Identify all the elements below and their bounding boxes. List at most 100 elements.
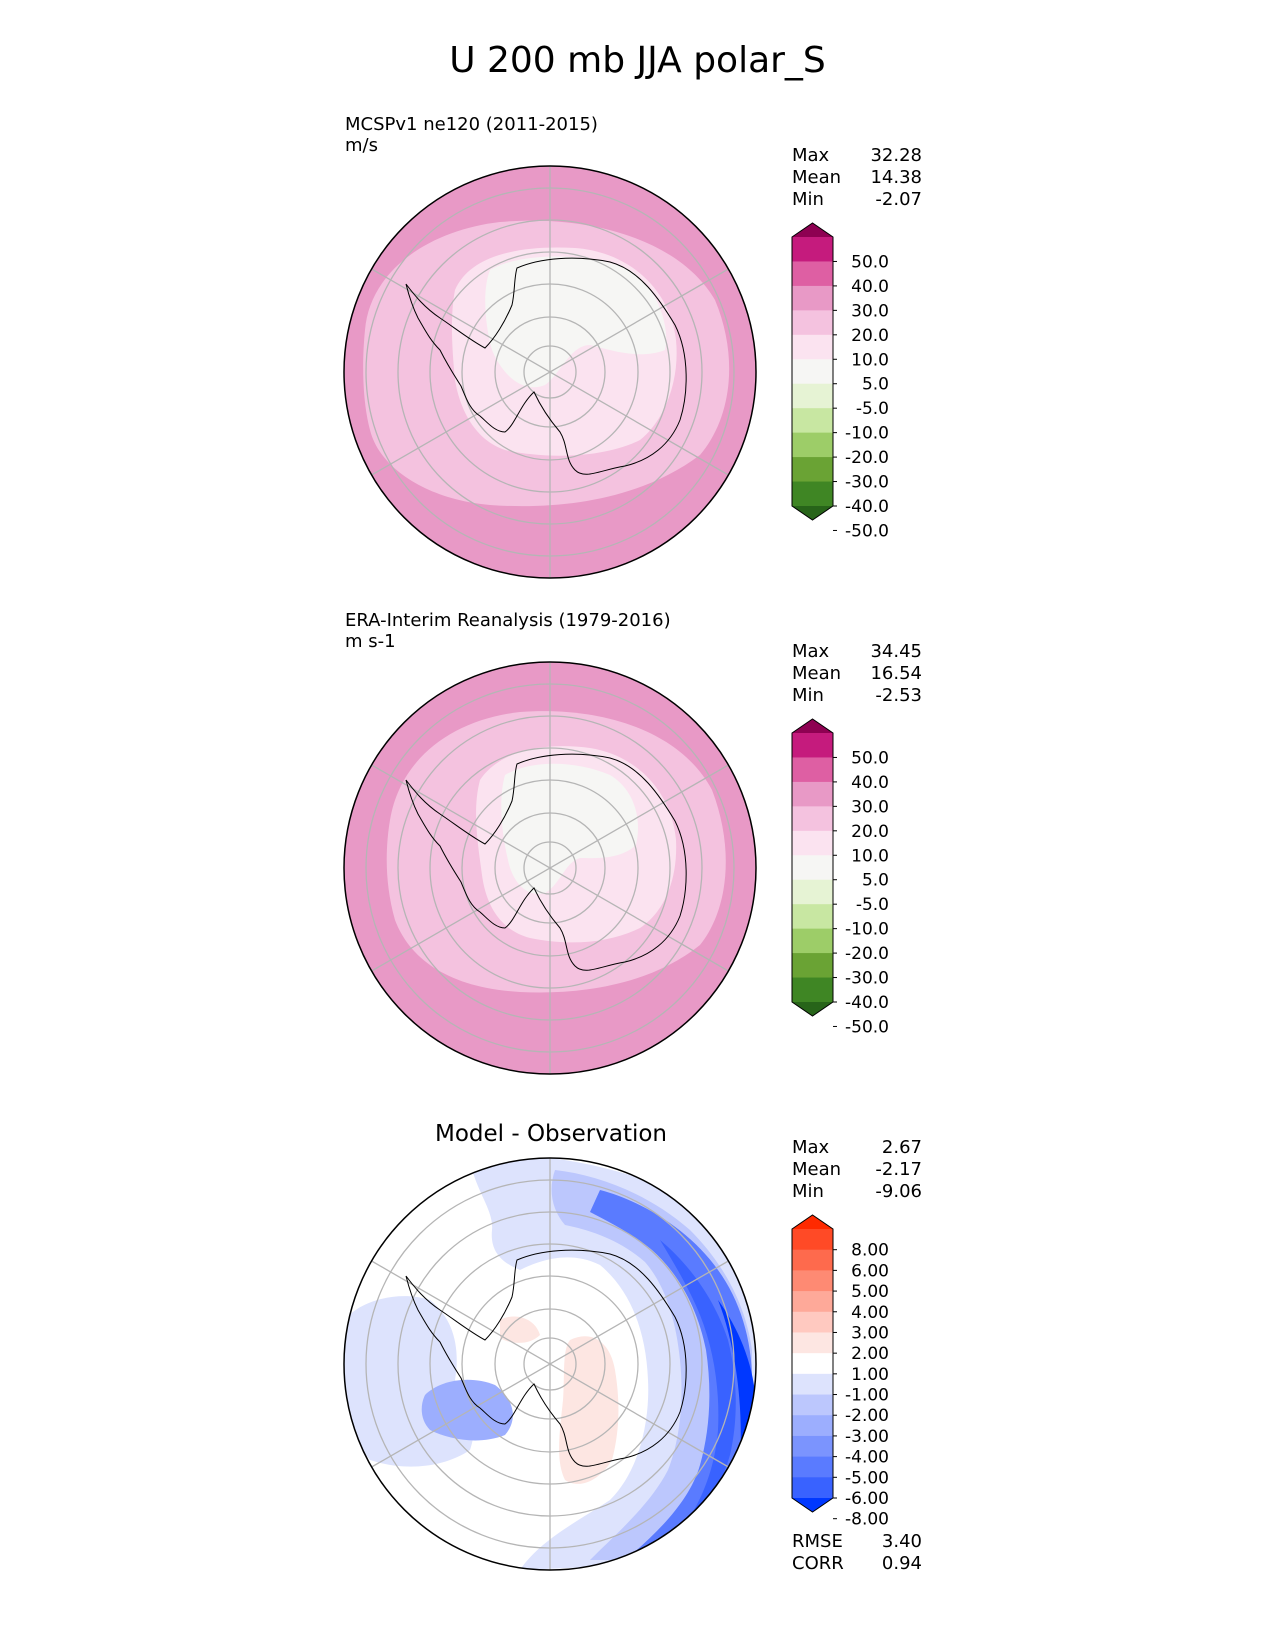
colorbar-segment (792, 806, 833, 832)
colorbar-tick-label: -5.0 (856, 895, 889, 915)
panel3-metrics: RMSE 3.40 CORR 0.94 (792, 1531, 922, 1575)
colorbar-3: 8.006.005.004.003.002.001.00-1.00-2.00-3… (791, 1214, 889, 1530)
stat-max: 34.45 (870, 641, 922, 662)
field-band (501, 763, 639, 894)
colorbar-tick-label: -2.00 (845, 1406, 889, 1426)
colorbar-segment (792, 904, 833, 930)
colorbar-tick-label: 20.0 (851, 326, 889, 346)
panel2-title: ERA-Interim Reanalysis (1979-2016) (345, 610, 671, 631)
colorbar-tick-label: -10.0 (845, 920, 889, 940)
field-band (500, 1316, 540, 1343)
panel1-stats: Max 32.28 Mean 14.38 Min -2.07 (792, 145, 922, 211)
colorbar-tick-label: -6.00 (845, 1489, 889, 1509)
colorbar-segment (792, 1353, 833, 1375)
colorbar-tick-label: -30.0 (845, 473, 889, 493)
stat-mean: 14.38 (870, 167, 922, 188)
metric-corr: 0.94 (881, 1553, 922, 1574)
colorbar-tick-label: -8.00 (845, 1510, 889, 1530)
colorbar-segment (792, 432, 833, 458)
colorbar-tick-label: -3.00 (845, 1427, 889, 1447)
colorbar-segment (792, 781, 833, 807)
colorbar-tick-label: 40.0 (851, 773, 889, 793)
colorbar-segment (792, 1291, 833, 1313)
colorbar-tick-label: 1.00 (851, 1365, 889, 1385)
panel2-graticule (365, 662, 735, 1074)
field-band (590, 1190, 752, 1556)
panel3-map-border (343, 1157, 757, 1571)
panel1-map (343, 165, 757, 579)
panel1-coastline (405, 257, 687, 475)
colorbar-segment (792, 830, 833, 856)
colorbar-segment (792, 383, 833, 409)
colorbar-segment (792, 1270, 833, 1292)
colorbar-tick-label: -10.0 (845, 424, 889, 444)
stat-label: Max (792, 1137, 830, 1158)
panel2-units: m s-1 (345, 631, 396, 652)
colorbar-tick-label: 10.0 (851, 350, 889, 370)
stat-label: Mean (792, 1159, 842, 1180)
colorbar-tick-label: 3.00 (851, 1323, 889, 1343)
colorbar-tick-label: 2.00 (851, 1344, 889, 1364)
colorbar-tick-label: -5.00 (845, 1468, 889, 1488)
panel2-map-border (343, 661, 757, 1075)
panel1-units: m/s (345, 135, 378, 156)
stat-label: Max (792, 145, 830, 166)
colorbar-segment (792, 757, 833, 783)
colorbar-tick-label: -50.0 (845, 521, 889, 541)
stat-mean: -2.17 (875, 1159, 922, 1180)
colorbar-segment (792, 285, 833, 311)
colorbar-tick-label: 5.00 (851, 1282, 889, 1302)
stat-label: Min (792, 189, 824, 210)
colorbar-tick-label: -4.00 (845, 1448, 889, 1468)
panel2-coastline (405, 753, 687, 971)
colorbar-2: 50.0 40.0 30.0 20.0 10.0 5.0 -5.0 -10.0 -20.0 -30… (791, 718, 889, 1037)
colorbar-extend-min (792, 1498, 833, 1512)
colorbar-tick-label: 50.0 (851, 748, 889, 768)
colorbar-tick-label: -40.0 (845, 497, 889, 517)
colorbar-segment (792, 261, 833, 287)
metric-rmse: 3.40 (881, 1531, 922, 1552)
colorbar-segment (792, 879, 833, 905)
stat-min: -9.06 (875, 1181, 922, 1202)
stat-min: -2.53 (875, 685, 922, 706)
stat-label: Min (792, 685, 824, 706)
panel3-graticule (365, 1158, 735, 1570)
colorbar-tick-label: 30.0 (851, 301, 889, 321)
colorbar-segment (792, 953, 833, 979)
figure-title: U 200 mb JJA polar_S (449, 40, 826, 81)
panel2-stats: Max 34.45 Mean 16.54 Min -2.53 (792, 641, 922, 707)
colorbar-tick-label: 4.00 (851, 1303, 889, 1323)
colorbar-tick-label: 8.00 (851, 1241, 889, 1261)
colorbar-segment (792, 1373, 833, 1396)
colorbar-tick-label: -40.0 (845, 993, 889, 1013)
stat-mean: 16.54 (870, 663, 922, 684)
colorbar-extend-max (792, 719, 833, 733)
panel1-map-border (343, 165, 757, 579)
colorbar-segment (792, 733, 833, 758)
colorbar-tick-label: 5.0 (862, 375, 889, 395)
panel2-field (344, 662, 756, 1074)
colorbar-extend-max (792, 223, 833, 237)
colorbar-segment (792, 1332, 833, 1354)
colorbar-tick-label: -20.0 (845, 448, 889, 468)
colorbars: 50.0 40.0 30.0 20.0 10.0 5.0 -5.0 -10.0 -20.0 -30… (791, 222, 889, 1530)
colorbar-segment (792, 1249, 833, 1271)
metric-label: RMSE (792, 1531, 843, 1552)
colorbar-extend-min (792, 1002, 833, 1016)
colorbar-segment (792, 359, 833, 385)
colorbar-segment (792, 855, 833, 881)
colorbar-tick-label: -30.0 (845, 969, 889, 989)
stat-max: 2.67 (881, 1137, 922, 1158)
colorbar-segment (792, 334, 833, 360)
stat-label: Mean (792, 167, 842, 188)
colorbar-tick-label: 50.0 (851, 252, 889, 272)
colorbar-segment (792, 481, 833, 507)
colorbar-segment (792, 1435, 833, 1458)
colorbar-segment (792, 310, 833, 336)
colorbar-tick-label: 20.0 (851, 822, 889, 842)
colorbar-tick-label: -5.0 (856, 399, 889, 419)
colorbar-segment (792, 457, 833, 483)
colorbar-segment (792, 1415, 833, 1437)
colorbar-tick-label: 6.00 (851, 1261, 889, 1281)
